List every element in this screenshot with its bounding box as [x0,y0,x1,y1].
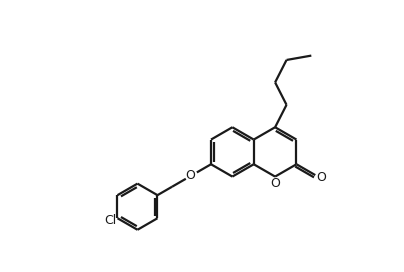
Text: Cl: Cl [104,214,116,227]
Text: O: O [270,177,280,190]
Text: O: O [316,171,326,184]
Text: O: O [185,169,196,182]
